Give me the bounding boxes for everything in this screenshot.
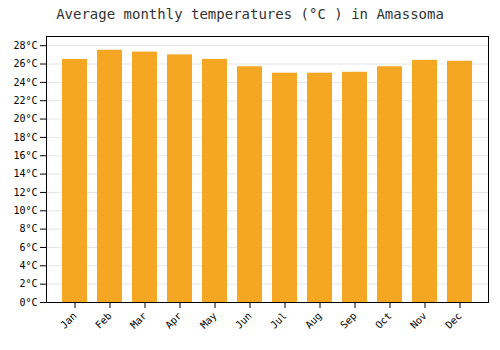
svg-text:Sep: Sep bbox=[338, 310, 359, 331]
svg-text:Feb: Feb bbox=[93, 310, 114, 331]
svg-text:Aug: Aug bbox=[303, 310, 324, 331]
svg-text:May: May bbox=[198, 310, 219, 331]
svg-text:10°C: 10°C bbox=[13, 205, 37, 216]
svg-text:6°C: 6°C bbox=[19, 242, 37, 253]
svg-text:Oct: Oct bbox=[373, 310, 394, 331]
svg-text:18°C: 18°C bbox=[13, 132, 37, 143]
svg-text:Mar: Mar bbox=[128, 310, 149, 331]
svg-text:22°C: 22°C bbox=[13, 95, 37, 106]
svg-text:20°C: 20°C bbox=[13, 113, 37, 124]
svg-text:Jun: Jun bbox=[233, 310, 254, 331]
svg-text:2°C: 2°C bbox=[19, 278, 37, 289]
svg-text:8°C: 8°C bbox=[19, 223, 37, 234]
svg-text:Jul: Jul bbox=[268, 310, 289, 331]
svg-text:16°C: 16°C bbox=[13, 150, 37, 161]
svg-text:24°C: 24°C bbox=[13, 77, 37, 88]
svg-text:12°C: 12°C bbox=[13, 187, 37, 198]
svg-text:Apr: Apr bbox=[163, 310, 184, 331]
svg-text:4°C: 4°C bbox=[19, 260, 37, 271]
svg-text:0°C: 0°C bbox=[19, 297, 37, 308]
html-text:Average monthly temperatures (: Average monthly temperatures (°C ) in Am… bbox=[56, 6, 444, 22]
svg-text:28°C: 28°C bbox=[13, 40, 37, 51]
svg-text:Jan: Jan bbox=[58, 310, 79, 331]
svg-text:Dec: Dec bbox=[443, 310, 464, 331]
svg-text:26°C: 26°C bbox=[13, 58, 37, 69]
svg-text:Nov: Nov bbox=[408, 310, 429, 331]
svg-text:14°C: 14°C bbox=[13, 168, 37, 179]
